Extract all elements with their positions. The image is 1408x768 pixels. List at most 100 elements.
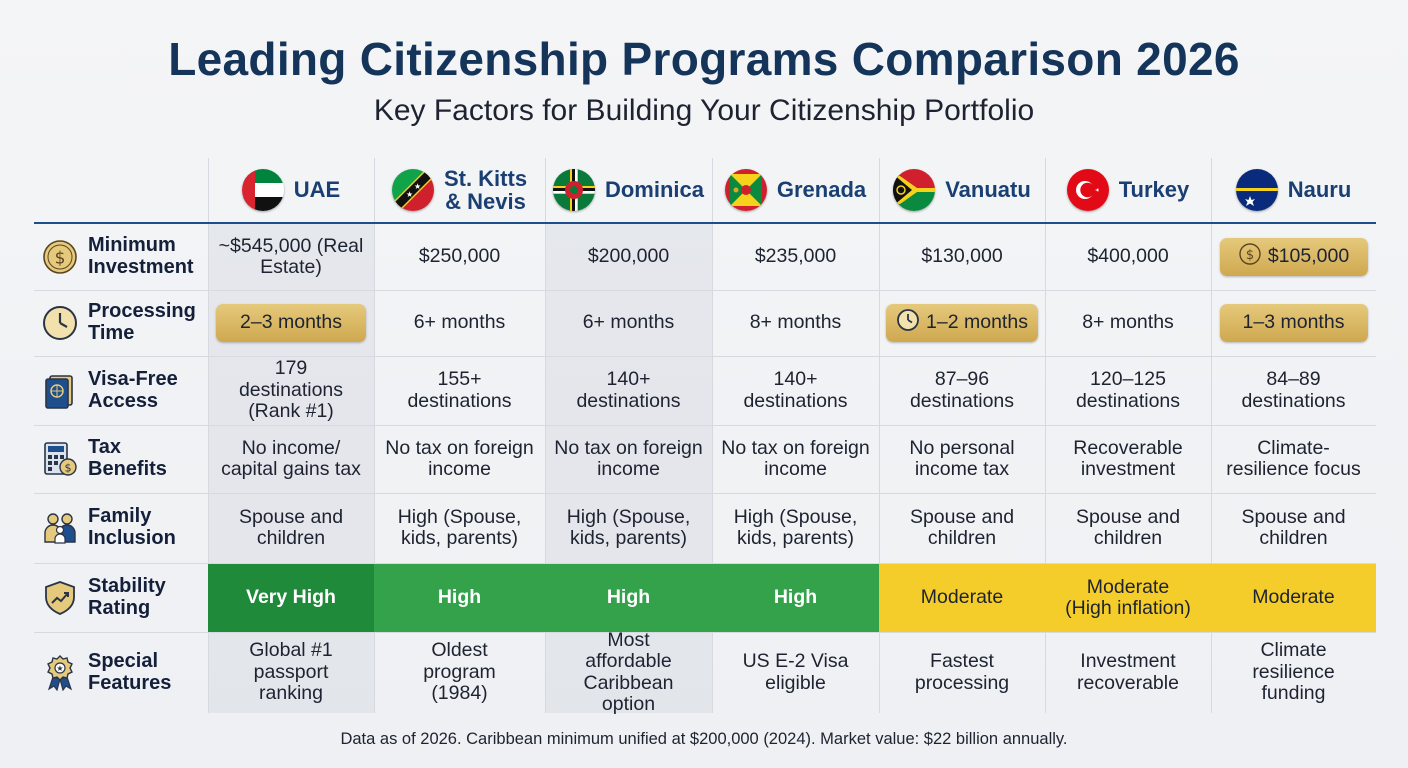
row-label: ★ Special Features	[34, 632, 208, 713]
column-divider	[208, 158, 209, 713]
table-cell: Very High	[208, 564, 374, 632]
header-divider	[34, 222, 1376, 224]
table-cell: 8+ months	[1045, 290, 1211, 356]
cell-value: Climate resilience funding	[1252, 639, 1335, 705]
row-divider	[34, 563, 1376, 564]
country-header: UAE	[208, 158, 374, 222]
cell-value: US E-2 Visa eligible	[742, 650, 849, 694]
table-cell: Most affordable Caribbean option	[545, 628, 712, 715]
cell-value: 87–96 destinations	[909, 368, 1015, 412]
footnote: Data as of 2026. Caribbean minimum unifi…	[340, 730, 1068, 748]
country-header: Grenada	[712, 158, 879, 222]
highlight-pill: 2–3 months	[216, 304, 366, 342]
cell-value: No tax on foreign income	[554, 436, 703, 480]
table-cell: 2–3 months	[208, 290, 374, 356]
highlight-value: 1–3 months	[1242, 311, 1345, 334]
row-divider	[34, 290, 1376, 291]
turkey-flag-icon	[1066, 169, 1109, 211]
row-label-text: Stability Rating	[88, 574, 166, 619]
highlight-value: 1–2 months	[926, 311, 1028, 334]
cell-value: Spouse and children	[1075, 505, 1181, 549]
svg-text:$: $	[1246, 248, 1254, 263]
nauru-flag-icon	[1235, 169, 1278, 211]
table-cell: 87–96 destinations	[879, 356, 1045, 425]
cell-value: Spouse and children	[909, 505, 1015, 549]
table-cell: 1–2 months	[879, 290, 1045, 356]
table-cell: Moderate (High inflation)	[1045, 564, 1211, 632]
stability-badge: Moderate	[920, 586, 1004, 609]
row-label: $ Tax Benefits	[34, 425, 208, 493]
cell-value: 140+ destinations	[576, 368, 681, 412]
page-title: Leading Citizenship Programs Comparison …	[168, 33, 1240, 85]
table-cell: Climate resilience funding	[1211, 632, 1376, 713]
cell-value: High (Spouse, kids, parents)	[733, 505, 858, 549]
svg-text:★: ★	[414, 182, 421, 191]
cell-value: 84–89 destinations	[1241, 368, 1346, 412]
highlight-pill: 1–2 months	[886, 304, 1038, 342]
country-header: Dominica	[545, 158, 712, 222]
table-cell: High	[712, 564, 879, 632]
table-cell: No personal income tax	[879, 425, 1045, 493]
cell-value: Most affordable Caribbean option	[583, 628, 674, 715]
table-cell: Oldest program (1984)	[374, 632, 545, 713]
table-cell: $200,000	[545, 224, 712, 290]
country-name: Turkey	[1118, 177, 1190, 203]
table-cell: No tax on foreign income	[545, 425, 712, 493]
table-cell: Fastest processing	[879, 632, 1045, 713]
cell-value: No personal income tax	[909, 436, 1015, 480]
row-label: Visa-Free Access	[34, 356, 208, 425]
cell-value: Fastest processing	[914, 650, 1010, 694]
country-header: Vanuatu	[879, 158, 1045, 222]
table-cell: 140+ destinations	[712, 356, 879, 425]
table-cell: Recoverable investment	[1045, 425, 1211, 493]
table-cell: High (Spouse, kids, parents)	[545, 493, 712, 563]
clock-icon	[42, 305, 78, 341]
highlight-value: $105,000	[1267, 245, 1350, 268]
cell-value: 140+ destinations	[743, 368, 848, 412]
row-label-text: Special Features	[88, 649, 172, 694]
table-cell: 179 destinations (Rank #1)	[208, 356, 374, 425]
row-label-text: Family Inclusion	[88, 505, 176, 549]
table-cell: 155+ destinations	[374, 356, 545, 425]
svg-text:$: $	[55, 249, 66, 269]
row-divider	[34, 425, 1376, 426]
table-cell: Spouse and children	[208, 493, 374, 563]
column-divider	[1045, 158, 1046, 713]
svg-text:★: ★	[406, 190, 413, 199]
table-cell: Global #1 passport ranking	[208, 632, 374, 713]
cell-value: Oldest program (1984)	[423, 639, 496, 705]
dominica-flag-icon	[552, 169, 595, 211]
family-icon	[42, 510, 78, 546]
uae-flag-icon	[241, 169, 284, 211]
row-label-text: Visa-Free Access	[88, 367, 178, 412]
column-divider	[545, 158, 546, 713]
table-cell: $235,000	[712, 224, 879, 290]
country-header: ★ ★ St. Kitts & Nevis	[374, 158, 545, 222]
column-divider	[374, 158, 375, 713]
row-label: Processing Time	[34, 290, 208, 356]
table-cell: 6+ months	[374, 290, 545, 356]
cell-value: Spouse and children	[1241, 505, 1346, 549]
stability-badge: Moderate	[1252, 586, 1335, 609]
cell-value: Global #1 passport ranking	[249, 639, 333, 705]
row-label: $ Minimum Investment	[34, 224, 208, 290]
table-cell: No tax on foreign income	[712, 425, 879, 493]
stability-badge: High	[606, 586, 651, 609]
dollar-coin-icon: $	[1238, 242, 1262, 271]
cell-value: 8+ months	[749, 311, 842, 334]
row-label-text: Tax Benefits	[88, 436, 167, 480]
table-cell: 6+ months	[545, 290, 712, 356]
table-cell: 8+ months	[712, 290, 879, 356]
svg-text:★: ★	[56, 664, 63, 673]
table-cell: High (Spouse, kids, parents)	[374, 493, 545, 563]
cell-value: No tax on foreign income	[385, 436, 534, 480]
passport-icon	[42, 373, 78, 409]
cell-value: 6+ months	[413, 311, 506, 334]
country-name: UAE	[293, 177, 341, 203]
st-kitts-nevis-flag-icon: ★ ★	[391, 169, 434, 211]
cell-value: No tax on foreign income	[721, 436, 870, 480]
cell-value: $235,000	[754, 245, 837, 268]
stability-badge: High	[437, 586, 482, 609]
column-divider	[879, 158, 880, 713]
row-divider	[34, 632, 1376, 633]
